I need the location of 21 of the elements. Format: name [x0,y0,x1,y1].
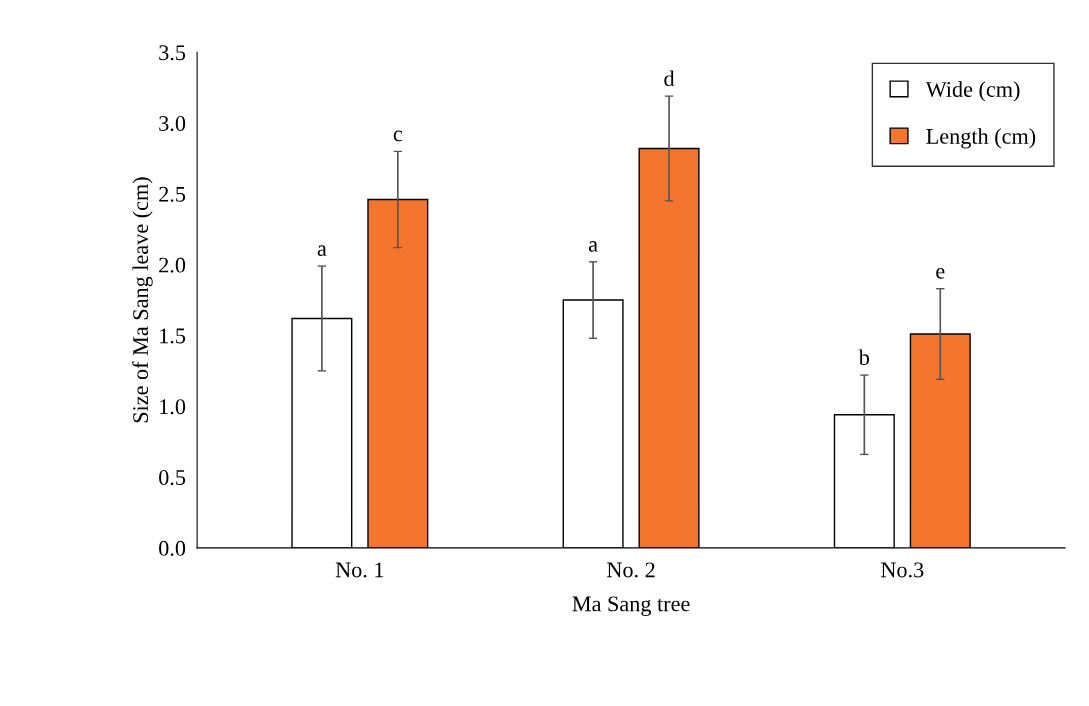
legend-label: Wide (cm) [925,81,1020,102]
x-tick-label: No. 1 [335,562,384,578]
x-axis-title: Ma Sang tree [572,596,690,616]
y-tick-label: 3.0 [159,115,186,132]
x-tick-label: No.3 [881,562,924,578]
annotation: e [936,267,945,279]
annotation: b [858,349,870,366]
y-tick-label: 0.5 [159,469,186,486]
annotation: d [664,70,675,87]
annotation: a [588,241,598,252]
annotation: c [393,130,403,142]
y-tick-label: 1.5 [160,328,186,344]
y-tick-label: 1.0 [160,399,186,415]
legend-label: Length (cm) [926,128,1036,149]
y-tick-label: 2.0 [159,257,186,273]
y-tick-label: 3.5 [159,45,186,61]
annotation: a [317,245,327,256]
y-tick-label: 0.0 [159,540,186,556]
x-tick-label: No. 2 [607,562,655,578]
y-tick-label: 2.5 [159,186,186,202]
y-axis-title: Size of Ma Sang leave (cm) [132,177,153,423]
